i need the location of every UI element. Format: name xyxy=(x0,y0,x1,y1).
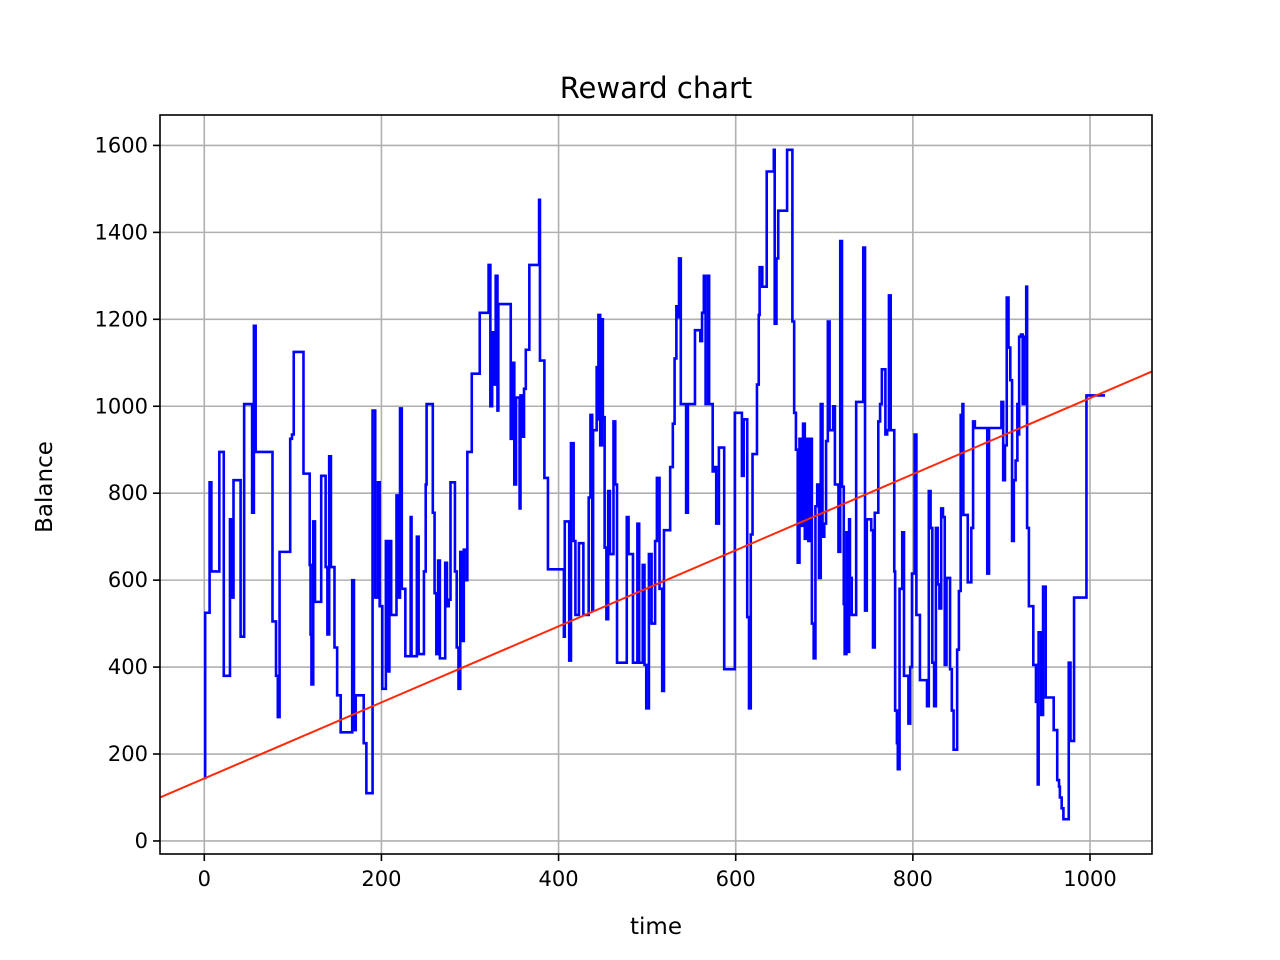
balance-series-line xyxy=(203,148,1106,821)
y-tick-label: 1000 xyxy=(95,394,148,418)
y-tick-label: 200 xyxy=(108,742,148,766)
y-tick-label: 400 xyxy=(108,655,148,679)
x-tick-label: 0 xyxy=(198,867,211,891)
axes-frame xyxy=(159,114,1153,855)
x-tick-label: 1000 xyxy=(1063,867,1116,891)
y-tick-label: 1200 xyxy=(95,307,148,331)
x-axis: 0 200 400 600 800 1000 xyxy=(198,854,1117,891)
y-axis-label: Balance xyxy=(32,441,58,533)
y-tick-label: 800 xyxy=(108,481,148,505)
y-tick-label: 1600 xyxy=(95,133,148,157)
x-tick-label: 200 xyxy=(361,867,401,891)
y-tick-label: 1400 xyxy=(95,220,148,244)
plot-area xyxy=(160,148,1152,821)
x-axis-label: time xyxy=(630,914,682,940)
x-tick-label: 400 xyxy=(539,867,579,891)
chart-title: Reward chart xyxy=(560,71,753,105)
y-axis: 0 200 400 600 800 1000 1200 1400 1600 xyxy=(95,133,160,853)
x-tick-label: 600 xyxy=(716,867,756,891)
trend-line xyxy=(160,370,1152,799)
y-tick-label: 600 xyxy=(108,568,148,592)
y-tick-label: 0 xyxy=(135,829,148,853)
x-tick-label: 800 xyxy=(893,867,933,891)
